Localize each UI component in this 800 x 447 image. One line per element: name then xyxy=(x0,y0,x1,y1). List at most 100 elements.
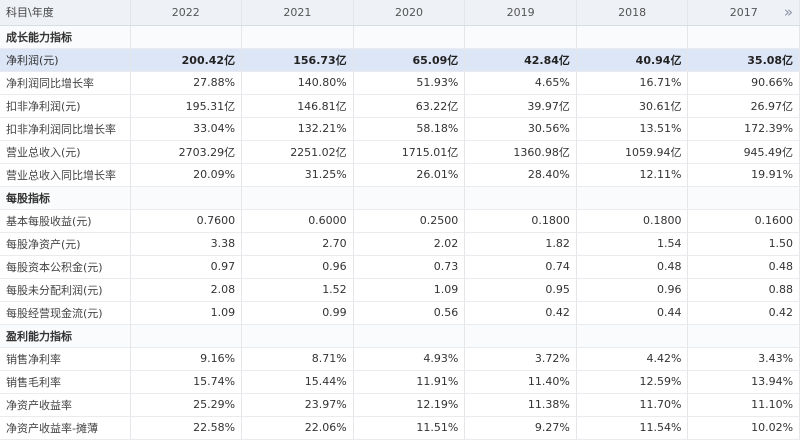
cell-value: 156.73亿 xyxy=(241,48,354,72)
section-header-row: 每股指标 xyxy=(0,186,800,210)
cell-value: 65.09亿 xyxy=(353,48,466,72)
cell-value: 0.48 xyxy=(576,255,689,279)
cell-value: 11.10% xyxy=(687,393,800,417)
cell-value: 26.97亿 xyxy=(687,94,800,118)
cell-value: 35.08亿 xyxy=(687,48,800,72)
cell-value: 20.09% xyxy=(130,163,243,187)
row-label: 销售净利率 xyxy=(0,347,131,371)
table-row: 净利润(元) 200.42亿 156.73亿 65.09亿 42.84亿 40.94亿 35… xyxy=(0,48,800,72)
empty-cell xyxy=(130,186,243,210)
cell-value: 172.39% xyxy=(687,117,800,141)
cell-value: 0.99 xyxy=(241,301,354,325)
cell-value: 13.51% xyxy=(576,117,689,141)
cell-value: 1.54 xyxy=(576,232,689,256)
cell-value: 42.84亿 xyxy=(464,48,577,72)
cell-value: 40.94亿 xyxy=(576,48,689,72)
cell-value: 33.04% xyxy=(130,117,243,141)
cell-value: 11.91% xyxy=(353,370,466,394)
cell-value: 0.42 xyxy=(464,301,577,325)
empty-cell xyxy=(687,186,800,210)
cell-value: 25.29% xyxy=(130,393,243,417)
cell-value: 4.65% xyxy=(464,71,577,95)
cell-value: 16.71% xyxy=(576,71,689,95)
header-year[interactable]: 2019 xyxy=(464,0,577,26)
cell-value: 12.11% xyxy=(576,163,689,187)
empty-cell xyxy=(130,25,243,49)
row-label: 每股未分配利润(元) xyxy=(0,278,131,302)
cell-value: 0.6000 xyxy=(241,209,354,233)
cell-value: 3.43% xyxy=(687,347,800,371)
table-row: 销售净利率 9.16% 8.71% 4.93% 3.72% 4.42% 3.43% xyxy=(0,347,800,371)
cell-value: 0.88 xyxy=(687,278,800,302)
cell-value: 22.58% xyxy=(130,416,243,440)
cell-value: 28.40% xyxy=(464,163,577,187)
cell-value: 0.7600 xyxy=(130,209,243,233)
cell-value: 0.96 xyxy=(241,255,354,279)
header-year[interactable]: 2020 xyxy=(353,0,466,26)
table-header-row: 科目\年度 2022 2021 2020 2019 2018 2017 » xyxy=(0,0,800,26)
cell-value: 132.21% xyxy=(241,117,354,141)
cell-value: 2.08 xyxy=(130,278,243,302)
cell-value: 11.51% xyxy=(353,416,466,440)
cell-value: 1360.98亿 xyxy=(464,140,577,164)
empty-cell xyxy=(353,25,466,49)
section-header-row: 成长能力指标 xyxy=(0,25,800,49)
cell-value: 195.31亿 xyxy=(130,94,243,118)
cell-value: 1059.94亿 xyxy=(576,140,689,164)
cell-value: 140.80% xyxy=(241,71,354,95)
cell-value: 30.61亿 xyxy=(576,94,689,118)
cell-value: 23.97% xyxy=(241,393,354,417)
cell-value: 0.1800 xyxy=(464,209,577,233)
cell-value: 15.44% xyxy=(241,370,354,394)
cell-value: 945.49亿 xyxy=(687,140,800,164)
table-row: 净利润同比增长率 27.88% 140.80% 51.93% 4.65% 16.71% 90… xyxy=(0,71,800,95)
header-year-label: 2017 xyxy=(729,5,758,19)
cell-value: 11.40% xyxy=(464,370,577,394)
cell-value: 3.38 xyxy=(130,232,243,256)
table-row: 扣非净利润(元) 195.31亿 146.81亿 63.22亿 39.97亿 30.61亿… xyxy=(0,94,800,118)
header-year[interactable]: 2018 xyxy=(576,0,689,26)
cell-value: 1.82 xyxy=(464,232,577,256)
cell-value: 30.56% xyxy=(464,117,577,141)
cell-value: 63.22亿 xyxy=(353,94,466,118)
cell-value: 11.38% xyxy=(464,393,577,417)
section-header-row: 盈利能力指标 xyxy=(0,324,800,348)
row-label: 每股资本公积金(元) xyxy=(0,255,131,279)
cell-value: 1.52 xyxy=(241,278,354,302)
header-year[interactable]: 2017 » xyxy=(687,0,800,26)
cell-value: 22.06% xyxy=(241,416,354,440)
row-label: 净利润同比增长率 xyxy=(0,71,131,95)
empty-cell xyxy=(241,324,354,348)
cell-value: 27.88% xyxy=(130,71,243,95)
header-subject-year: 科目\年度 xyxy=(0,0,131,26)
cell-value: 1.50 xyxy=(687,232,800,256)
cell-value: 15.74% xyxy=(130,370,243,394)
empty-cell xyxy=(576,186,689,210)
empty-cell xyxy=(464,25,577,49)
cell-value: 51.93% xyxy=(353,71,466,95)
empty-cell xyxy=(353,324,466,348)
section-title: 每股指标 xyxy=(0,186,131,210)
header-year[interactable]: 2021 xyxy=(241,0,354,26)
cell-value: 11.54% xyxy=(576,416,689,440)
cell-value: 2251.02亿 xyxy=(241,140,354,164)
table-row: 基本每股收益(元) 0.7600 0.6000 0.2500 0.1800 0.1800 0… xyxy=(0,209,800,233)
cell-value: 13.94% xyxy=(687,370,800,394)
cell-value: 90.66% xyxy=(687,71,800,95)
row-label: 净资产收益率-摊薄 xyxy=(0,416,131,440)
empty-cell xyxy=(576,324,689,348)
table-row: 营业总收入同比增长率 20.09% 31.25% 26.01% 28.40% 12.11%… xyxy=(0,163,800,187)
section-title: 成长能力指标 xyxy=(0,25,131,49)
cell-value: 0.1600 xyxy=(687,209,800,233)
cell-value: 2.70 xyxy=(241,232,354,256)
cell-value: 11.70% xyxy=(576,393,689,417)
row-label: 净资产收益率 xyxy=(0,393,131,417)
row-label: 扣非净利润(元) xyxy=(0,94,131,118)
cell-value: 12.59% xyxy=(576,370,689,394)
header-year[interactable]: 2022 xyxy=(130,0,243,26)
section-title: 盈利能力指标 xyxy=(0,324,131,348)
double-chevron-right-icon[interactable]: » xyxy=(783,3,794,21)
cell-value: 0.96 xyxy=(576,278,689,302)
cell-value: 0.97 xyxy=(130,255,243,279)
empty-cell xyxy=(687,25,800,49)
